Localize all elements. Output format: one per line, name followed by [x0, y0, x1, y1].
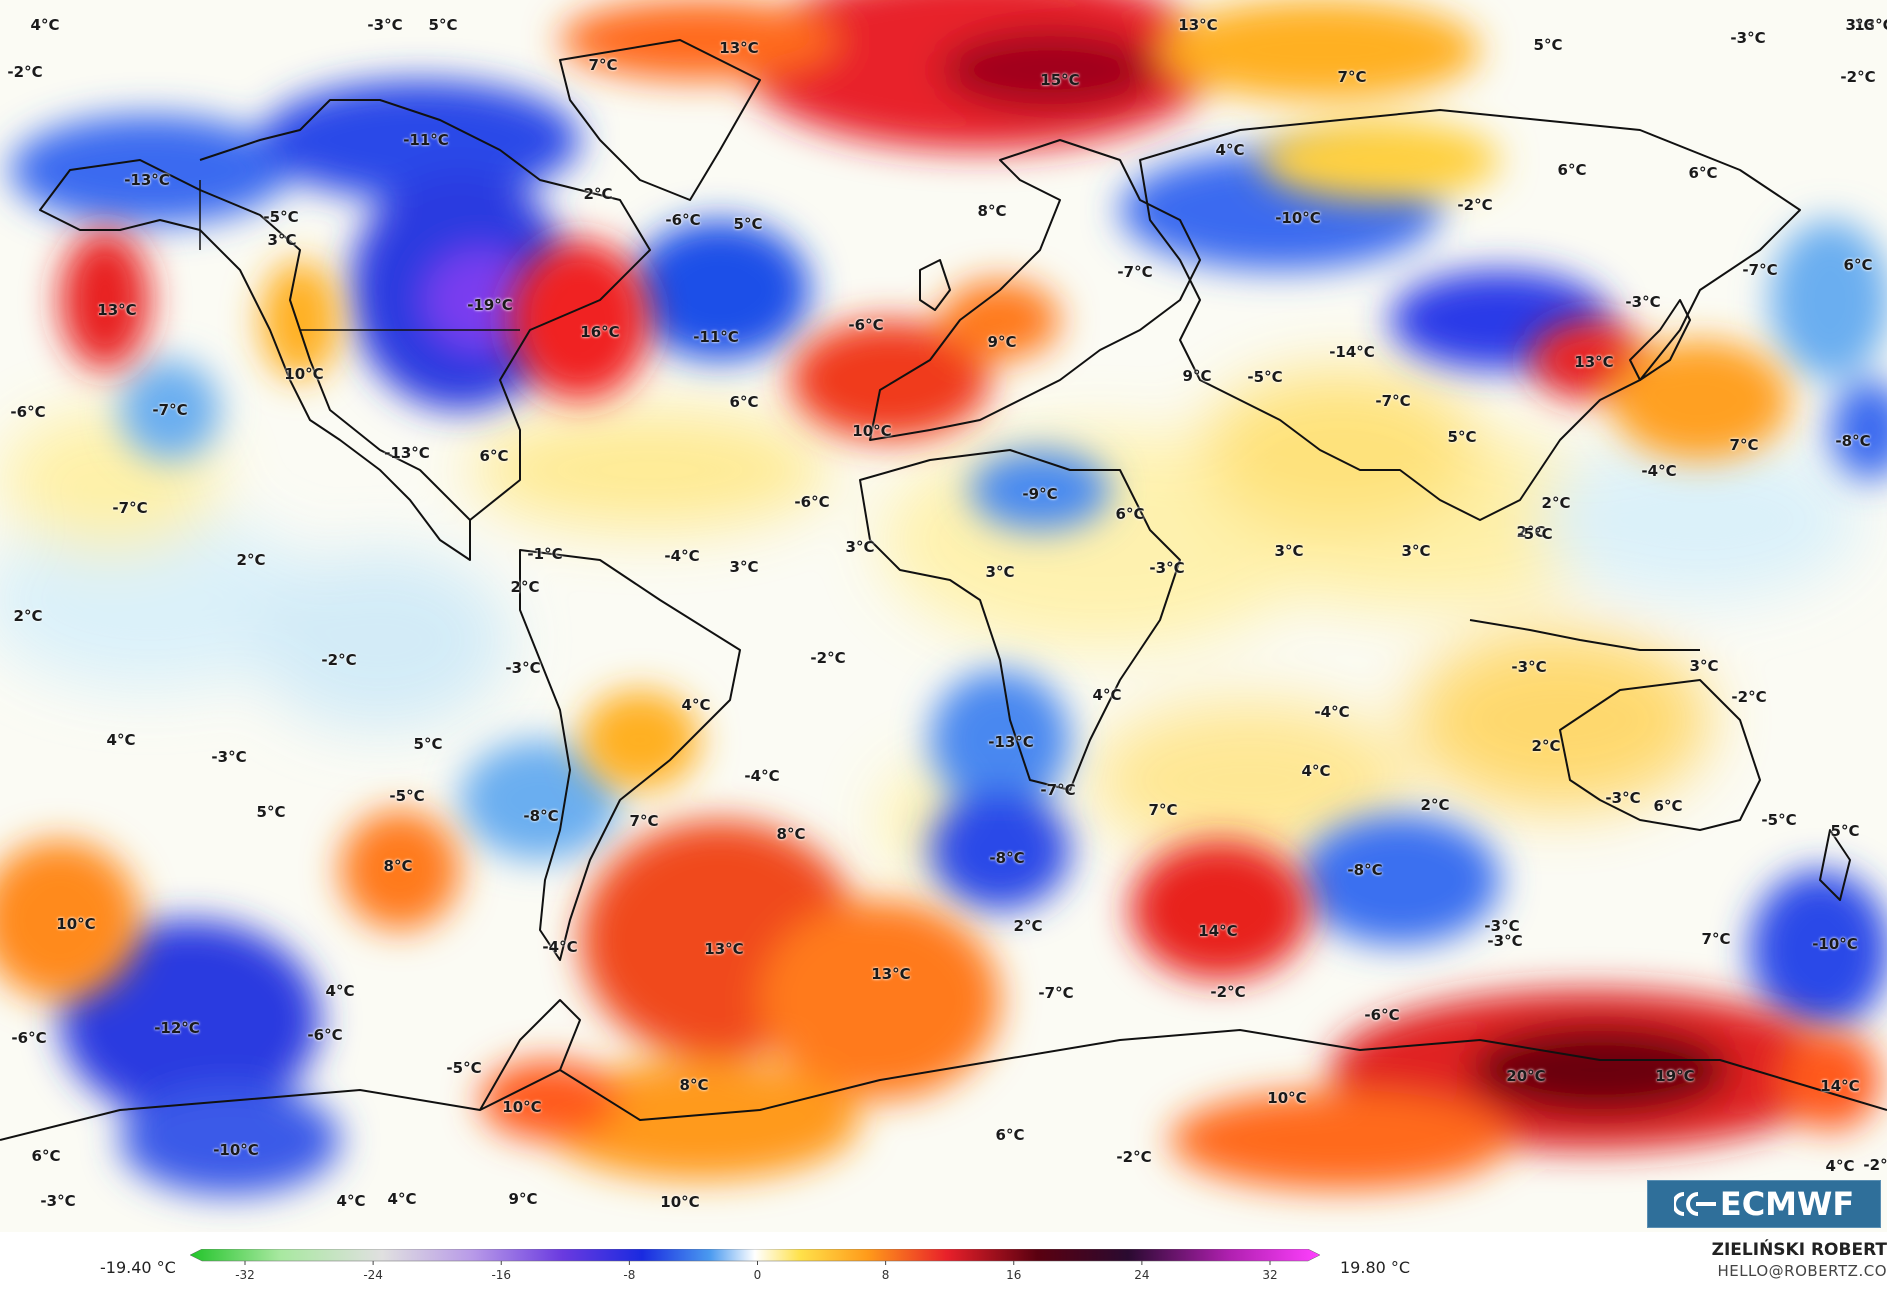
colorbar-tick-label: 32 [1262, 1268, 1277, 1282]
indonesia-outline [1469, 619, 1700, 651]
europe-outline [869, 139, 1201, 441]
colorbar-ticks: -32 -24 -16 -8 0 8 16 24 32 [235, 1261, 1278, 1282]
british-isles-outline [919, 259, 951, 311]
temperature-anomaly-map[interactable]: 4°C-3°C5°C13°C13°C5°C-3°C3°C-2°C7°C-11°C… [0, 0, 1887, 1232]
south-america-outline [519, 549, 741, 961]
ecmwf-logo: ECMWF [1647, 1180, 1881, 1228]
japan-outline [1629, 299, 1691, 381]
colorbar-tick-label: 16 [1006, 1268, 1021, 1282]
temperature-colorbar: -32 -24 -16 -8 0 8 16 24 32 [190, 1249, 1320, 1282]
asia-outline [1139, 109, 1801, 521]
legend-max-value: 19.80 °C [1340, 1258, 1411, 1277]
colorbar-tick-label: 8 [882, 1268, 890, 1282]
greenland-outline [559, 39, 761, 201]
colorbar-tick-label: 24 [1134, 1268, 1149, 1282]
map-canvas [0, 0, 1887, 1232]
colorbar-tick-label: -24 [363, 1268, 383, 1282]
colorbar-tick-label: -32 [235, 1268, 255, 1282]
new-zealand-outline [1819, 829, 1851, 901]
antarctic-peninsula-outline [479, 999, 581, 1111]
colorbar-tick-label: 0 [754, 1268, 762, 1282]
africa-outline [859, 449, 1181, 791]
author-name: ZIELIŃSKI ROBERT [1711, 1240, 1887, 1260]
colorbar-tick-label: -8 [623, 1268, 635, 1282]
colorbar-tick-label: -16 [491, 1268, 511, 1282]
legend-min-value: -19.40 °C [100, 1258, 176, 1277]
author-email: HELLO@ROBERTZ.CO [1717, 1262, 1887, 1280]
australia-outline [1559, 679, 1761, 831]
coastlines [0, 39, 1887, 1141]
antarctica-outline [0, 1029, 1887, 1141]
ecmwf-logo-text: ECMWF [1719, 1185, 1855, 1223]
colorbar-gradient [190, 1249, 1320, 1262]
north-america-outline [39, 159, 471, 561]
ecmwf-logo-mark-icon [1673, 1192, 1716, 1216]
north-america-east-outline [199, 99, 651, 521]
warm-anomalies [0, 0, 1880, 1190]
